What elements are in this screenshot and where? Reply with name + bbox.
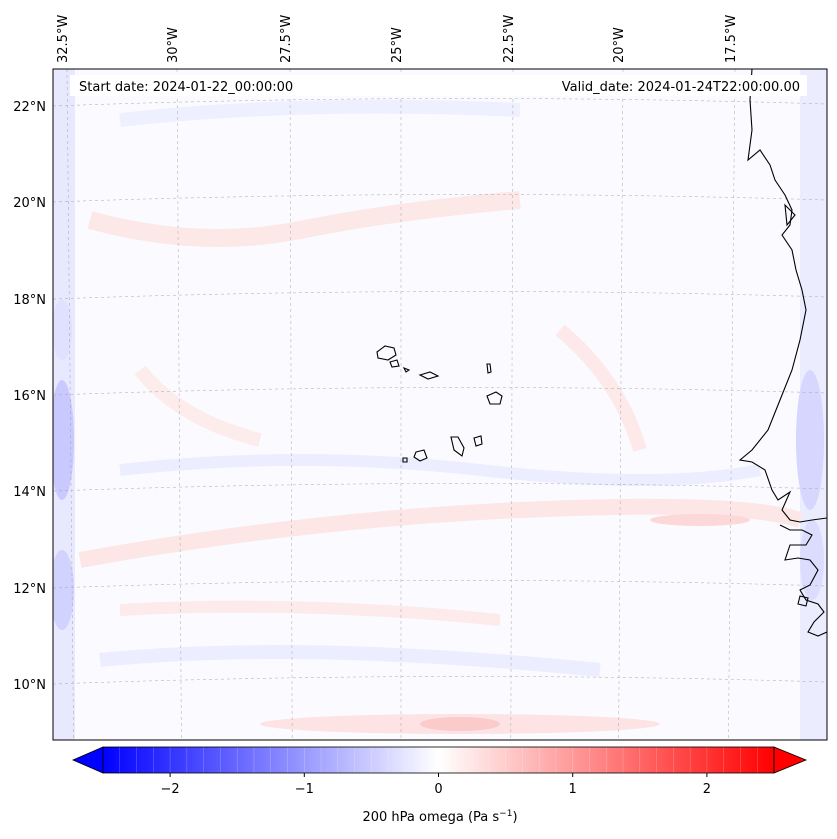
meridian-line	[66, 69, 74, 740]
colorbar-ticks: −2 −1 0 1 2	[161, 773, 711, 797]
parallel-line	[53, 194, 827, 203]
longitude-labels: 32.5°W 30°W 27.5°W 25°W 22.5°W 20°W 17.5…	[56, 15, 739, 63]
island-sao-nicolau	[418, 371, 440, 380]
graticule	[53, 69, 827, 740]
lat-label: 16°N	[13, 389, 46, 404]
map-frame	[52, 68, 828, 741]
map-panel: Start date: 2024-01-22_00:00:00 Valid_da…	[52, 68, 828, 741]
meridian-line	[618, 69, 624, 740]
start-date-label: Start date: 2024-01-22_00:00:00	[79, 80, 293, 95]
parallel-line	[53, 676, 827, 685]
colorbar-tick-label: −2	[161, 782, 180, 797]
latitude-labels: 22°N 20°N 18°N 16°N 14°N 12°N 10°N	[13, 100, 46, 693]
island-brava	[402, 457, 408, 463]
lon-label: 27.5°W	[279, 15, 294, 63]
colorbar-extend-max	[773, 746, 808, 774]
parallel-line	[53, 483, 827, 492]
island-fogo	[413, 449, 428, 462]
parallel-line	[53, 291, 827, 300]
lat-label: 12°N	[13, 582, 46, 597]
parallel-line	[53, 387, 827, 396]
island-santa-luzia	[402, 366, 411, 373]
parallel-line	[53, 580, 827, 589]
colorbar-extend-min	[71, 746, 104, 774]
island-santo-antao	[376, 345, 397, 361]
colorbar: −2 −1 0 1 2 200 hPa omega (Pa s−1)	[71, 746, 808, 825]
island-sal	[486, 363, 492, 374]
lat-label: 14°N	[13, 485, 46, 500]
cape-verde-islands	[376, 345, 503, 463]
colorbar-label: 200 hPa omega (Pa s−1)	[362, 809, 517, 825]
colorbar-tick-label: 1	[569, 782, 577, 797]
lon-label: 32.5°W	[56, 15, 71, 63]
omega-field	[53, 69, 827, 740]
island-santiago	[450, 436, 465, 457]
lat-label: 18°N	[13, 293, 46, 308]
lat-label: 22°N	[13, 100, 46, 115]
colorbar-bar	[103, 747, 774, 773]
coastlines	[738, 69, 827, 637]
lat-label: 10°N	[13, 678, 46, 693]
island-maio	[473, 435, 483, 447]
lat-label: 20°N	[13, 196, 46, 211]
island-boa-vista	[486, 391, 503, 405]
date-banner	[70, 75, 807, 96]
valid-date-label: Valid_date: 2024-01-24T22:00:00.00	[562, 80, 800, 95]
lon-label: 30°W	[166, 27, 181, 63]
meridian-line	[176, 69, 182, 740]
colorbar-tick-label: −1	[295, 782, 314, 797]
lon-label: 17.5°W	[724, 15, 739, 63]
island-sao-vicente	[389, 359, 400, 368]
parallel-line	[53, 98, 827, 107]
lon-label: 22.5°W	[502, 15, 517, 63]
meridian-line	[728, 69, 736, 740]
colorbar-steps	[119, 747, 758, 773]
meridian-line	[510, 69, 514, 740]
lon-label: 20°W	[612, 27, 627, 63]
african-coast	[738, 69, 827, 523]
colorbar-tick-label: 0	[434, 782, 442, 797]
colorbar-tick-label: 2	[703, 782, 711, 797]
lon-label: 25°W	[390, 27, 405, 63]
meridian-line	[289, 69, 293, 740]
